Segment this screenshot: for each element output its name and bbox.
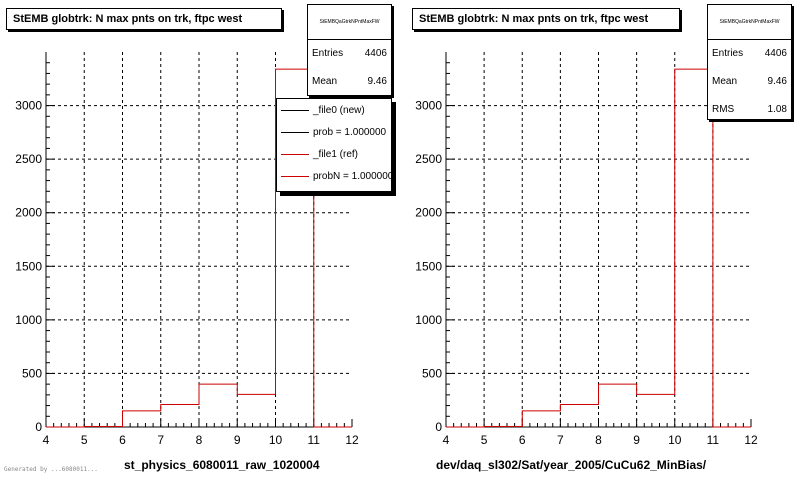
right-y-tick-label-3: 1500 xyxy=(415,259,442,273)
left-stats-name: StEMBQaGtrkNPntMaxFW xyxy=(308,5,391,40)
left-y-tick-label-3: 1500 xyxy=(15,259,42,273)
right-histogram-bin-4 xyxy=(599,384,637,427)
right-histogram-bin-1 xyxy=(484,426,522,427)
left-stats-entries-value: 4406 xyxy=(364,48,387,59)
left-x-tick-label-1: 5 xyxy=(81,433,88,447)
left-x-tick-label-0: 4 xyxy=(43,433,50,447)
right-x-tick-label-8: 12 xyxy=(744,433,758,447)
right-stats-rms-label: RMS xyxy=(712,104,735,115)
left-stats-mean-row: Mean 9.46 xyxy=(308,68,391,96)
left-x-tick-label-2: 6 xyxy=(119,433,126,447)
left-x-tick-label-7: 11 xyxy=(308,433,321,447)
right-histogram-bin-3 xyxy=(560,405,598,428)
left-x-tick-label-4: 8 xyxy=(196,433,203,447)
legend-line-file0 xyxy=(281,109,309,111)
left-y-tick-label-0: 0 xyxy=(35,420,42,434)
right-stats-entries-label: Entries xyxy=(712,48,744,59)
left-legend: _file0 (new) prob = 1.000000 _file1 (ref… xyxy=(276,98,392,192)
right-stats-mean-row: Mean 9.46 xyxy=(708,68,791,96)
legend-entry-probn: probN = 1.000000 xyxy=(277,165,391,187)
right-y-tick-label-2: 1000 xyxy=(415,313,442,327)
right-stats-box: StEMBQaGtrkNPntMaxFW Entries 4406 Mean 9… xyxy=(707,4,792,120)
left-y-tick-label-4: 2000 xyxy=(15,206,42,220)
left-histogram-series-0 xyxy=(46,68,352,428)
right-stats-mean-value: 9.46 xyxy=(767,76,787,87)
right-y-tick-label-4: 2000 xyxy=(415,206,442,220)
right-y-tick-label-1: 500 xyxy=(422,366,442,380)
left-histogram-bin-1 xyxy=(84,426,122,427)
left-stats-mean-value: 9.46 xyxy=(367,76,387,87)
left-histogram-bin-2 xyxy=(123,411,161,427)
right-histogram-bin-5 xyxy=(637,394,675,427)
right-x-tick-label-7: 11 xyxy=(707,433,720,447)
right-x-tick-label-3: 7 xyxy=(557,433,564,447)
left-plot-area: 4 5 6 7 8 9 10 11 12 0 500 1000 1500 2000 2500 3000 xyxy=(15,52,359,447)
right-stats-mean-label: Mean xyxy=(712,76,738,87)
left-histogram-bin-5 xyxy=(237,394,275,427)
legend-label-probn: probN = 1.000000 xyxy=(313,170,392,182)
right-plot-area: 4 5 6 7 8 9 10 11 12 0 500 1000 1500 2000 2500 3000 xyxy=(415,52,758,447)
left-y-tick-label-6: 3000 xyxy=(15,99,42,113)
legend-entry-prob: prob = 1.000000 xyxy=(277,121,391,143)
right-y-tick-label-6: 3000 xyxy=(415,99,442,113)
left-y-tick-label-5: 2500 xyxy=(15,152,42,166)
legend-entry-file1: _file1 (ref) xyxy=(277,143,391,165)
right-stats-entries-row: Entries 4406 xyxy=(708,40,791,68)
left-histogram-bin-4 xyxy=(199,384,237,427)
left-x-tick-label-6: 10 xyxy=(269,433,283,447)
left-stats-mean-label: Mean xyxy=(312,76,338,87)
legend-label-prob: prob = 1.000000 xyxy=(313,126,387,138)
legend-line-probn xyxy=(281,175,309,177)
right-x-tick-label-6: 10 xyxy=(668,433,682,447)
right-x-tick-label-5: 9 xyxy=(633,433,640,447)
right-histogram-bin-2 xyxy=(522,411,560,427)
right-x-tick-label-0: 4 xyxy=(443,433,450,447)
left-histogram-bin-3 xyxy=(161,405,199,428)
legend-line-prob xyxy=(281,131,309,133)
right-y-tick-label-0: 0 xyxy=(435,420,442,434)
left-x-tick-label-5: 9 xyxy=(234,433,241,447)
left-x-tick-label-3: 7 xyxy=(157,433,164,447)
left-stats-entries-label: Entries xyxy=(312,48,344,59)
legend-label-file0: _file0 (new) xyxy=(313,104,365,116)
left-x-axis-label: st_physics_6080011_raw_1020004 xyxy=(124,458,320,472)
legend-line-file1 xyxy=(281,153,309,155)
right-histogram-series-0 xyxy=(446,68,751,428)
right-x-tick-label-1: 5 xyxy=(481,433,488,447)
right-y-tick-label-5: 2500 xyxy=(415,152,442,166)
right-plot-title: StEMB globtrk: N max pnts on trk, ftpc w… xyxy=(412,8,680,30)
right-x-tick-label-4: 8 xyxy=(595,433,602,447)
right-x-tick-label-2: 6 xyxy=(519,433,526,447)
left-stats-box: StEMBQaGtrkNPntMaxFW Entries 4406 Mean 9… xyxy=(307,4,392,96)
left-plot-title: StEMB globtrk: N max pnts on trk, ftpc w… xyxy=(6,8,282,30)
left-y-tick-label-1: 500 xyxy=(22,366,42,380)
legend-label-file1: _file1 (ref) xyxy=(313,148,359,160)
left-x-tick-label-8: 12 xyxy=(345,433,359,447)
left-y-tick-label-2: 1000 xyxy=(15,313,42,327)
right-stats-name: StEMBQaGtrkNPntMaxFW xyxy=(708,5,791,40)
right-stats-entries-value: 4406 xyxy=(764,48,787,59)
right-x-axis-label: dev/daq_sl302/Sat/year_2005/CuCu62_MinBi… xyxy=(436,458,707,472)
legend-entry-file0: _file0 (new) xyxy=(277,99,391,121)
footer-text: Generated by ...6080011... xyxy=(4,466,98,473)
left-stats-entries-row: Entries 4406 xyxy=(308,40,391,68)
right-stats-rms-row: RMS 1.08 xyxy=(708,96,791,124)
right-stats-rms-value: 1.08 xyxy=(767,104,787,115)
